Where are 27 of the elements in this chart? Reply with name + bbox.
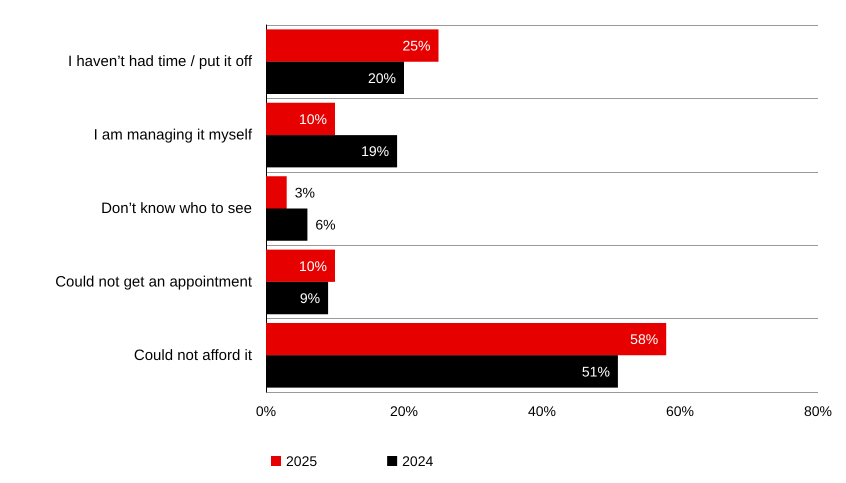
data-label: 58% [630,331,658,348]
bar [266,102,335,136]
legend-label: 2024 [402,453,434,469]
y-tick-label: Could not afford it [134,346,253,364]
data-label: 20% [368,70,396,86]
x-tick-label: 60% [666,403,694,419]
data-label: 19% [361,143,390,160]
data-label: 25% [402,38,430,54]
y-tick-label: I am managing it myself [94,126,253,144]
x-tick-label: 40% [528,403,556,419]
data-label: 10% [298,258,327,274]
data-label: 10% [298,110,327,127]
data-label: 51% [582,363,610,380]
y-tick-label: Don’t know who to see [101,200,252,217]
bar [266,323,666,356]
x-tick-label: 20% [390,403,418,419]
bar [266,176,287,208]
bar [266,250,335,282]
x-tick-label: 0% [256,403,276,419]
y-tick-label: Could not get an appointment [55,273,253,290]
x-tick-label: 80% [804,403,832,419]
data-label: 9% [300,290,320,306]
bar [266,29,438,62]
legend-label: 2025 [286,453,318,469]
data-label: 6% [315,216,336,233]
y-tick-label: I haven’t had time / put it off [68,53,253,70]
data-label: 3% [294,184,315,200]
